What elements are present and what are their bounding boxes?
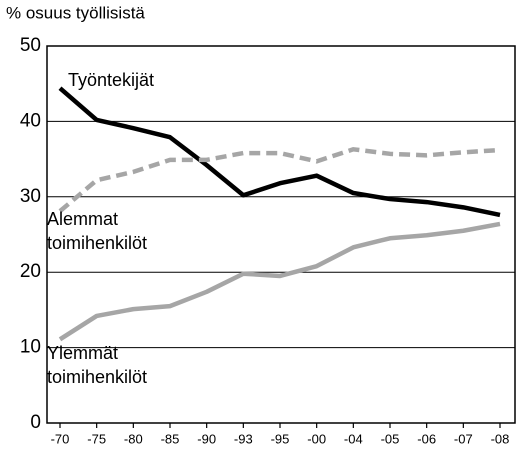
y-tick-label: 40 — [20, 110, 41, 131]
y-tick-label: 10 — [20, 337, 41, 358]
x-tick-label: -85 — [161, 431, 180, 446]
x-tick-label: -93 — [234, 431, 253, 446]
series-line — [58, 86, 501, 218]
x-tick-label: -95 — [271, 431, 290, 446]
series-line — [58, 221, 501, 342]
x-tick-label: -07 — [454, 431, 473, 446]
y-axis-label: % osuus työllisistä — [6, 3, 145, 22]
x-tick-label: -05 — [381, 431, 400, 446]
x-tick-label: -90 — [197, 431, 216, 446]
y-tick-label: 0 — [30, 412, 41, 433]
series-label: Alemmat toimihenkilöt — [47, 209, 148, 253]
x-tick-label: -80 — [124, 431, 143, 446]
series-label: Ylemmät toimihenkilöt — [47, 343, 148, 387]
y-tick-label: 20 — [20, 261, 41, 282]
y-tick-label: 30 — [20, 186, 41, 207]
x-tick-label: -08 — [491, 431, 510, 446]
series-label: Työntekijät — [68, 70, 155, 90]
x-tick-label: -00 — [307, 431, 326, 446]
y-tick-label: 50 — [20, 35, 41, 56]
plot-frame — [46, 45, 516, 424]
x-tick-label: -70 — [51, 431, 70, 446]
x-tick-label: -06 — [417, 431, 436, 446]
x-tick-label: -04 — [344, 431, 363, 446]
series-line — [58, 147, 501, 213]
x-tick-label: -75 — [87, 431, 106, 446]
